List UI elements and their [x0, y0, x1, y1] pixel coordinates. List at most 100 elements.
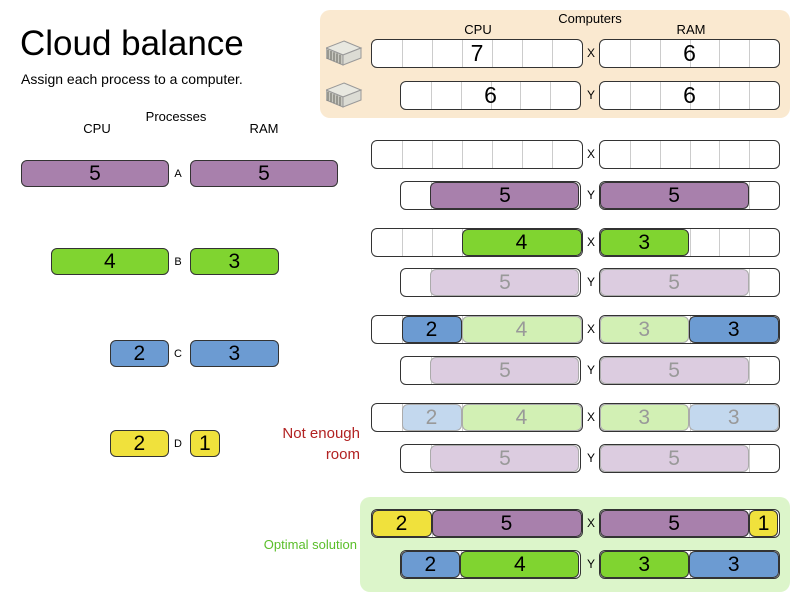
process-B-ram-bar: 3: [190, 248, 279, 275]
computer-Y-label: Y: [586, 275, 595, 289]
process-B-segment: 3: [600, 404, 689, 431]
cell-divider: [629, 82, 631, 109]
process-B-segment: 3: [600, 229, 689, 256]
process-D-segment: 2: [372, 510, 432, 537]
process-A-segment: 5: [600, 510, 749, 537]
computer-X-label: X: [586, 147, 595, 161]
process-A-segment: 5: [430, 269, 580, 296]
process-C-segment: 2: [401, 551, 461, 578]
process-ram-header: RAM: [249, 121, 279, 136]
process-B-segment: 4: [461, 229, 582, 256]
step1-X-ram-bar: [599, 140, 780, 169]
cell-divider: [749, 229, 751, 256]
process-B-cpu-bar: 4: [50, 248, 169, 275]
process-D-ram-bar: 1: [190, 430, 220, 457]
cell-divider: [689, 82, 691, 109]
computer-Y-ram-capacity-bar: 6: [599, 81, 780, 110]
computer-X-label: X: [586, 516, 595, 530]
cell-divider: [550, 82, 552, 109]
cell-divider: [629, 40, 631, 67]
process-C-ram-bar: 3: [190, 340, 279, 367]
computers-cpu-header: CPU: [464, 22, 492, 37]
cell-divider: [402, 40, 403, 67]
cell-divider: [689, 229, 691, 256]
capacity-value: 7: [470, 40, 484, 66]
computer-X-cpu-capacity-bar: 7: [371, 39, 583, 68]
process-C-cpu-bar: 2: [109, 340, 169, 367]
process-C-segment: 3: [689, 316, 779, 343]
process-B-label: B: [174, 256, 182, 268]
cell-divider: [629, 141, 631, 168]
cell-divider: [522, 141, 523, 168]
process-D-cpu-bar: 2: [109, 430, 169, 457]
cell-divider: [432, 229, 433, 256]
process-A-segment: 5: [600, 269, 749, 296]
computer-icon: [326, 39, 364, 67]
cell-divider: [462, 141, 463, 168]
cell-divider: [719, 141, 721, 168]
process-A-segment: 5: [600, 445, 749, 472]
cell-divider: [719, 229, 721, 256]
page-title: Cloud balance: [20, 24, 244, 63]
step2-Y-ram-bar: 5: [599, 268, 780, 297]
cell-divider: [520, 82, 522, 109]
cell-divider: [402, 141, 403, 168]
process-A-segment: 5: [430, 445, 580, 472]
process-D-segment: 1: [748, 510, 779, 537]
computer-X-label: X: [586, 235, 595, 249]
cell-divider: [460, 82, 462, 109]
process-A-ram-bar: 5: [190, 160, 338, 187]
step3-Y-cpu-bar: 5: [400, 356, 581, 385]
cell-divider: [749, 445, 751, 472]
cell-divider: [749, 40, 751, 67]
step3-Y-ram-bar: 5: [599, 356, 780, 385]
cell-divider: [659, 141, 661, 168]
cell-divider: [490, 82, 492, 109]
not-enough-room-note: Not enough room: [210, 423, 360, 465]
optimal-solution-label: Optimal solution: [263, 537, 357, 552]
computer-Y-cpu-capacity-bar: 6: [400, 81, 581, 110]
process-B-segment: 4: [461, 404, 582, 431]
process-A-segment: 5: [600, 182, 749, 209]
process-A-cpu-bar: 5: [21, 160, 169, 187]
process-C-segment: 2: [401, 404, 462, 431]
computer-Y-label: Y: [586, 88, 595, 102]
process-A-segment: 5: [600, 357, 749, 384]
process-C-label: C: [174, 348, 182, 360]
step4-Y-cpu-bar: 5: [400, 444, 581, 473]
cell-divider: [749, 182, 751, 209]
computer-X-label: X: [586, 410, 595, 424]
cell-divider: [749, 269, 751, 296]
process-A-segment: 5: [430, 182, 580, 209]
cell-divider: [749, 357, 751, 384]
not-enough-room-line2: room: [325, 446, 360, 463]
cell-divider: [432, 40, 433, 67]
step4-Y-ram-bar: 5: [599, 444, 780, 473]
cell-divider: [402, 229, 403, 256]
process-C-segment: 3: [689, 551, 779, 578]
step2-Y-cpu-bar: 5: [400, 268, 581, 297]
cell-divider: [719, 82, 721, 109]
computers-title: Computers: [558, 11, 622, 26]
process-B-segment: 4: [461, 316, 582, 343]
process-C-segment: 2: [401, 316, 462, 343]
cell-divider: [659, 40, 661, 67]
cell-divider: [749, 82, 751, 109]
cell-divider: [552, 40, 553, 67]
capacity-value: 6: [683, 82, 696, 108]
cell-divider: [552, 141, 553, 168]
page-subtitle: Assign each process to a computer.: [21, 71, 243, 87]
cell-divider: [719, 40, 721, 67]
process-D-label: D: [174, 438, 182, 450]
process-cpu-header: CPU: [83, 121, 111, 136]
process-A-label: A: [174, 168, 182, 180]
capacity-value: 6: [484, 82, 497, 108]
computer-X-label: X: [586, 46, 595, 60]
step2-X-ram-bar: 3: [599, 228, 780, 257]
capacity-value: 6: [683, 40, 696, 66]
